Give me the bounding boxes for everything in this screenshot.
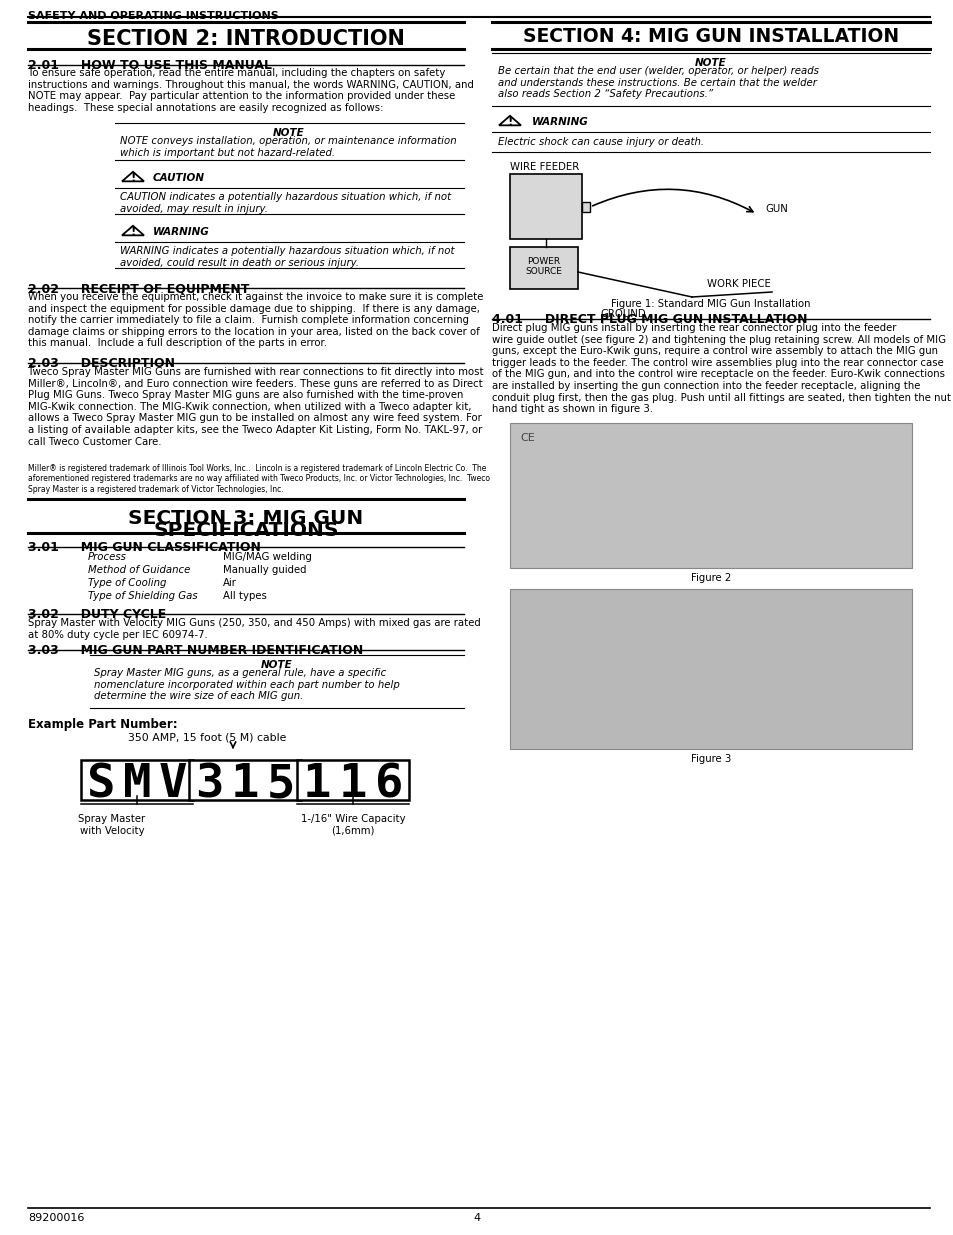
- Text: NOTE: NOTE: [695, 58, 726, 68]
- Text: SECTION 4: MIG GUN INSTALLATION: SECTION 4: MIG GUN INSTALLATION: [522, 27, 898, 47]
- Text: Figure 2: Figure 2: [690, 573, 730, 583]
- Text: NOTE: NOTE: [273, 128, 305, 138]
- Text: GUN: GUN: [764, 204, 787, 214]
- Text: WORK PIECE: WORK PIECE: [706, 279, 770, 289]
- Text: WARNING indicates a potentially hazardous situation which, if not
avoided, could: WARNING indicates a potentially hazardou…: [120, 246, 454, 268]
- Text: Spray Master with Velocity MIG Guns (250, 350, and 450 Amps) with mixed gas are : Spray Master with Velocity MIG Guns (250…: [28, 618, 480, 640]
- Text: Type of Shielding Gas: Type of Shielding Gas: [88, 592, 197, 601]
- Text: Miller® is registered trademark of Illinois Tool Works, Inc..  Lincoln is a regi: Miller® is registered trademark of Illin…: [28, 464, 490, 494]
- Text: WIRE FEEDER: WIRE FEEDER: [510, 162, 578, 172]
- Text: WARNING: WARNING: [532, 117, 588, 127]
- Text: !: !: [131, 227, 135, 237]
- Text: 6: 6: [375, 762, 403, 806]
- Text: Tweco Spray Master MIG Guns are furnished with rear connections to fit directly : Tweco Spray Master MIG Guns are furnishe…: [28, 367, 483, 447]
- Text: Air: Air: [223, 578, 236, 588]
- Bar: [510, 247, 578, 289]
- Text: SPECIFICATIONS: SPECIFICATIONS: [153, 521, 338, 540]
- Text: Process: Process: [88, 552, 127, 562]
- Bar: [81, 760, 193, 800]
- Bar: [189, 760, 301, 800]
- Text: Be certain that the end user (welder, operator, or helper) reads
and understands: Be certain that the end user (welder, op…: [497, 65, 818, 99]
- Text: Electric shock can cause injury or death.: Electric shock can cause injury or death…: [497, 137, 703, 147]
- Text: 1: 1: [231, 762, 259, 806]
- Text: To ensure safe operation, read the entire manual, including the chapters on safe: To ensure safe operation, read the entir…: [28, 68, 474, 112]
- Text: WARNING: WARNING: [152, 227, 210, 237]
- Text: MIG/MAG welding: MIG/MAG welding: [223, 552, 312, 562]
- Text: Figure 1: Standard MIG Gun Installation: Figure 1: Standard MIG Gun Installation: [611, 299, 810, 309]
- Text: NOTE conveys installation, operation, or maintenance information
which is import: NOTE conveys installation, operation, or…: [120, 136, 456, 158]
- Text: !: !: [507, 117, 512, 127]
- Text: 3.03     MIG GUN PART NUMBER IDENTIFICATION: 3.03 MIG GUN PART NUMBER IDENTIFICATION: [28, 643, 363, 657]
- Text: M: M: [123, 762, 152, 806]
- Text: Direct plug MIG guns install by inserting the rear connector plug into the feede: Direct plug MIG guns install by insertin…: [492, 324, 950, 414]
- Text: POWER
SOURCE: POWER SOURCE: [525, 257, 562, 277]
- Text: 4: 4: [473, 1213, 480, 1223]
- Text: 1: 1: [302, 762, 331, 806]
- Text: V: V: [158, 762, 187, 806]
- Text: All types: All types: [223, 592, 267, 601]
- Text: S: S: [87, 762, 115, 806]
- Text: 350 AMP, 15 foot (5 M) cable: 350 AMP, 15 foot (5 M) cable: [128, 732, 286, 742]
- Text: !: !: [131, 173, 135, 184]
- Text: CAUTION indicates a potentially hazardous situation which, if not
avoided, may r: CAUTION indicates a potentially hazardou…: [120, 191, 451, 214]
- Text: 4.01     DIRECT PLUG MIG GUN INSTALLATION: 4.01 DIRECT PLUG MIG GUN INSTALLATION: [492, 312, 806, 326]
- Text: 3: 3: [194, 762, 223, 806]
- Bar: [581, 203, 589, 212]
- Text: 3.01     MIG GUN CLASSIFICATION: 3.01 MIG GUN CLASSIFICATION: [28, 541, 260, 555]
- Text: 5: 5: [267, 762, 294, 806]
- Text: Type of Cooling: Type of Cooling: [88, 578, 166, 588]
- Text: 3.02     DUTY CYCLE: 3.02 DUTY CYCLE: [28, 608, 166, 621]
- Text: GROUND: GROUND: [599, 309, 645, 319]
- Text: SECTION 3: MIG GUN: SECTION 3: MIG GUN: [129, 509, 363, 529]
- Bar: [510, 589, 911, 748]
- Text: 1: 1: [338, 762, 367, 806]
- Text: Method of Guidance: Method of Guidance: [88, 564, 191, 576]
- Text: 89200016: 89200016: [28, 1213, 84, 1223]
- Bar: [510, 174, 581, 240]
- Text: 2.01     HOW TO USE THIS MANUAL: 2.01 HOW TO USE THIS MANUAL: [28, 59, 272, 72]
- Text: Manually guided: Manually guided: [223, 564, 306, 576]
- Text: CE: CE: [519, 433, 535, 443]
- Text: 2.02     RECEIPT OF EQUIPMENT: 2.02 RECEIPT OF EQUIPMENT: [28, 282, 249, 295]
- Text: Spray Master
with Velocity: Spray Master with Velocity: [78, 814, 146, 836]
- Bar: [296, 760, 409, 800]
- Text: SECTION 2: INTRODUCTION: SECTION 2: INTRODUCTION: [87, 28, 404, 49]
- Text: Spray Master MIG guns, as a general rule, have a specific
nomenclature incorpora: Spray Master MIG guns, as a general rule…: [94, 668, 399, 701]
- Text: SAFETY AND OPERATING INSTRUCTIONS: SAFETY AND OPERATING INSTRUCTIONS: [28, 11, 278, 21]
- Text: NOTE: NOTE: [261, 659, 293, 671]
- Text: When you receive the equipment, check it against the invoice to make sure it is : When you receive the equipment, check it…: [28, 291, 483, 348]
- Text: 2.03     DESCRIPTION: 2.03 DESCRIPTION: [28, 357, 174, 370]
- Text: CAUTION: CAUTION: [152, 173, 205, 183]
- Text: Figure 3: Figure 3: [690, 755, 730, 764]
- Bar: [510, 424, 911, 568]
- Text: 1-/16" Wire Capacity
(1,6mm): 1-/16" Wire Capacity (1,6mm): [300, 814, 405, 836]
- Text: Example Part Number:: Example Part Number:: [28, 718, 177, 731]
